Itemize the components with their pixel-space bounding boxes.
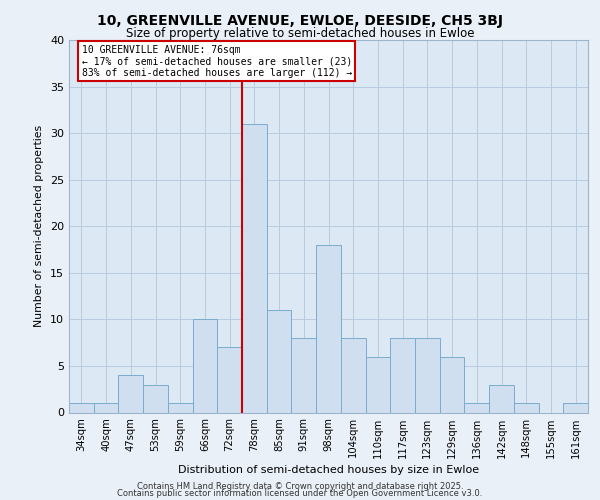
Bar xyxy=(193,320,217,412)
Bar xyxy=(292,338,316,412)
Bar xyxy=(390,338,415,412)
Text: Contains HM Land Registry data © Crown copyright and database right 2025.: Contains HM Land Registry data © Crown c… xyxy=(137,482,463,491)
Bar xyxy=(464,403,489,412)
Text: 10, GREENVILLE AVENUE, EWLOE, DEESIDE, CH5 3BJ: 10, GREENVILLE AVENUE, EWLOE, DEESIDE, C… xyxy=(97,14,503,28)
Bar xyxy=(365,356,390,412)
Bar xyxy=(341,338,365,412)
Bar xyxy=(489,384,514,412)
Bar xyxy=(143,384,168,412)
Bar xyxy=(267,310,292,412)
Bar xyxy=(118,375,143,412)
X-axis label: Distribution of semi-detached houses by size in Ewloe: Distribution of semi-detached houses by … xyxy=(178,464,479,474)
Bar xyxy=(563,403,588,412)
Y-axis label: Number of semi-detached properties: Number of semi-detached properties xyxy=(34,125,44,328)
Text: Size of property relative to semi-detached houses in Ewloe: Size of property relative to semi-detach… xyxy=(126,28,474,40)
Bar xyxy=(94,403,118,412)
Text: Contains public sector information licensed under the Open Government Licence v3: Contains public sector information licen… xyxy=(118,490,482,498)
Bar xyxy=(316,245,341,412)
Bar xyxy=(69,403,94,412)
Bar xyxy=(415,338,440,412)
Bar xyxy=(440,356,464,412)
Bar xyxy=(168,403,193,412)
Bar xyxy=(242,124,267,412)
Bar xyxy=(514,403,539,412)
Text: 10 GREENVILLE AVENUE: 76sqm
← 17% of semi-detached houses are smaller (23)
83% o: 10 GREENVILLE AVENUE: 76sqm ← 17% of sem… xyxy=(82,44,352,78)
Bar xyxy=(217,348,242,412)
